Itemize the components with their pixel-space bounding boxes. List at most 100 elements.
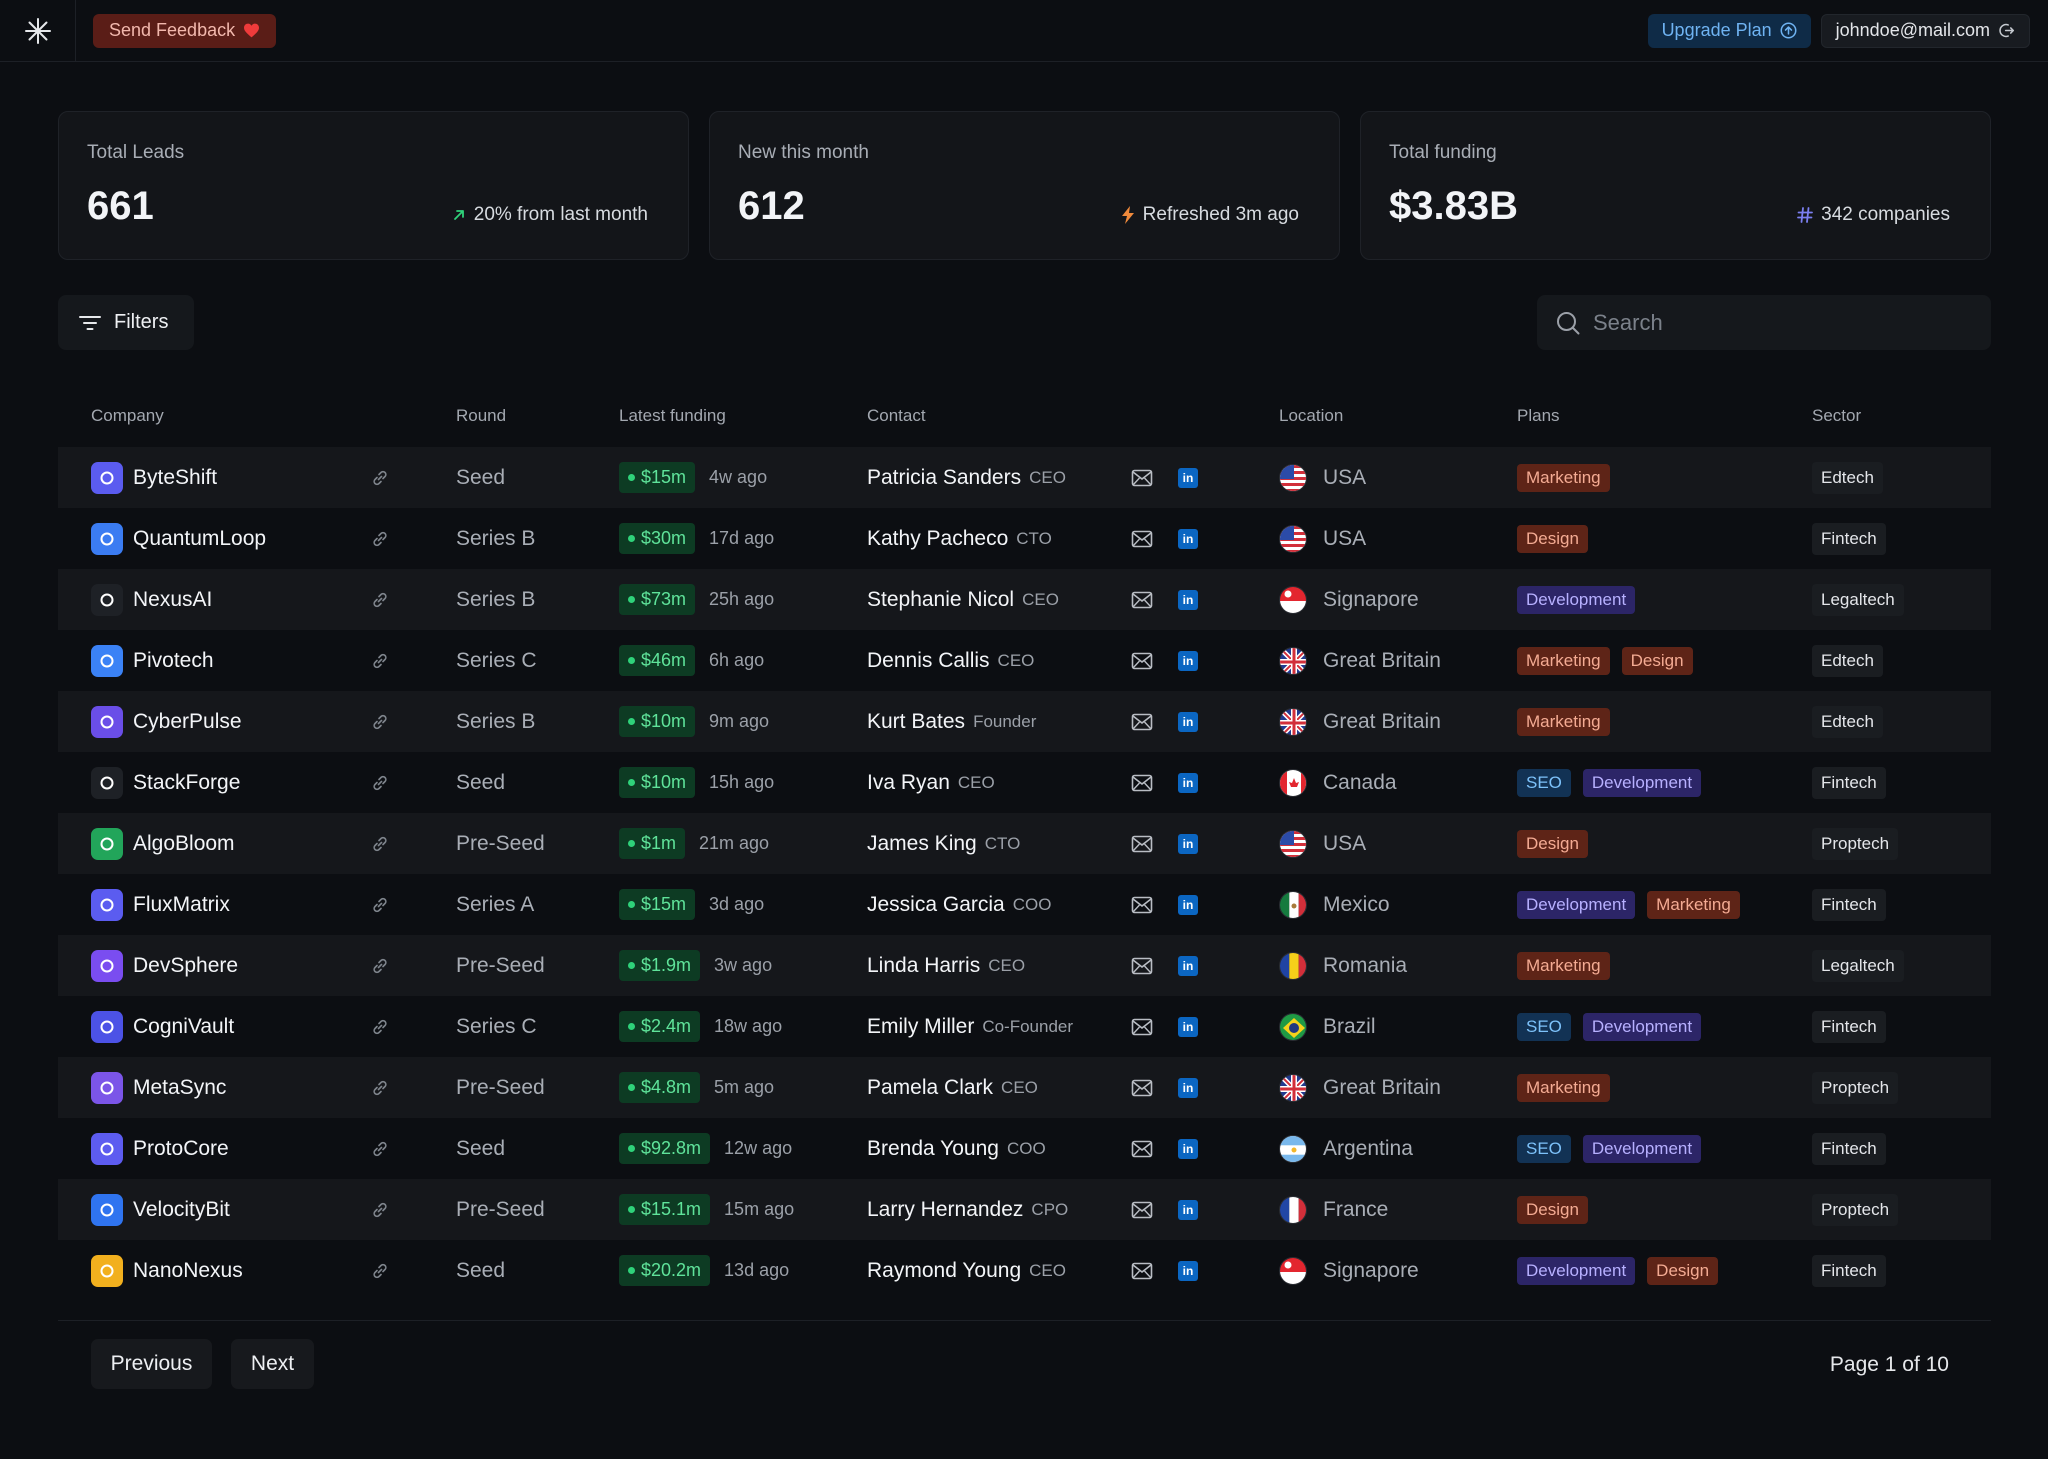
company-link-icon[interactable]	[370, 874, 390, 935]
email-icon[interactable]	[1131, 1240, 1153, 1301]
linkedin-icon[interactable]: in	[1178, 935, 1198, 996]
company-link-icon[interactable]	[370, 935, 390, 996]
linkedin-icon[interactable]: in	[1178, 447, 1198, 508]
company-link-icon[interactable]	[370, 569, 390, 630]
search-box[interactable]	[1537, 295, 1991, 350]
column-header-location[interactable]: Location	[1279, 406, 1344, 425]
company-link-icon[interactable]	[370, 1118, 390, 1179]
company-name[interactable]: AlgoBloom	[133, 831, 235, 855]
funding-amount-badge: $1.9m	[619, 950, 701, 981]
company-name[interactable]: Pivotech	[133, 648, 214, 672]
company-name[interactable]: CogniVault	[133, 1014, 235, 1038]
linkedin-icon[interactable]: in	[1178, 630, 1198, 691]
app-logo[interactable]	[0, 0, 76, 62]
company-link-icon[interactable]	[370, 1057, 390, 1118]
column-header-round[interactable]: Round	[456, 406, 507, 425]
linkedin-icon[interactable]: in	[1178, 1240, 1198, 1301]
company-name[interactable]: FluxMatrix	[133, 892, 230, 916]
table-row[interactable]: Pivotech Series C $46m 6h ago Dennis Callis C…	[58, 630, 1991, 691]
linkedin-icon[interactable]: in	[1178, 996, 1198, 1057]
location-cell: Romania	[1279, 935, 1407, 996]
account-button[interactable]: johndoe@mail.com	[1820, 13, 2030, 48]
stat-label: Total funding	[1389, 142, 1497, 163]
usa-flag-icon	[1279, 829, 1307, 858]
previous-page-button[interactable]: Previous	[91, 1339, 212, 1389]
table-row[interactable]: DevSphere Pre-Seed $1.9m 3w ago Linda Harris…	[58, 935, 1991, 996]
company-link-icon[interactable]	[370, 447, 390, 508]
table-row[interactable]: MetaSync Pre-Seed $4.8m 5m ago Pamela Clark C…	[58, 1057, 1991, 1118]
sector-tag: Proptech	[1812, 1071, 1899, 1104]
send-feedback-button[interactable]: Send Feedback	[93, 13, 277, 48]
linkedin-icon[interactable]: in	[1178, 752, 1198, 813]
plan-tag: Marketing	[1517, 1073, 1610, 1102]
column-header-sector[interactable]: Sector	[1812, 406, 1862, 425]
linkedin-icon[interactable]: in	[1178, 508, 1198, 569]
linkedin-icon[interactable]: in	[1178, 569, 1198, 630]
company-link-icon[interactable]	[370, 1179, 390, 1240]
linkedin-icon[interactable]: in	[1178, 1179, 1198, 1240]
email-icon[interactable]	[1131, 1179, 1153, 1240]
email-icon[interactable]	[1131, 1057, 1153, 1118]
column-header-company[interactable]: Company	[91, 406, 164, 425]
company-name[interactable]: ProtoCore	[133, 1136, 229, 1160]
funding-amount-badge: $92.8m	[619, 1133, 711, 1164]
linkedin-icon[interactable]: in	[1178, 813, 1198, 874]
table-row[interactable]: FluxMatrix Series A $15m 3d ago Jessica Garc…	[58, 874, 1991, 935]
table-row[interactable]: NanoNexus Seed $20.2m 13d ago Raymond Young C…	[58, 1240, 1991, 1301]
company-name[interactable]: NanoNexus	[133, 1258, 243, 1282]
contact-cell: Brenda Young COO	[867, 1118, 1046, 1179]
email-icon[interactable]	[1131, 813, 1153, 874]
company-link-icon[interactable]	[370, 1240, 390, 1301]
table-row[interactable]: CogniVault Series C $2.4m 18w ago Emily Mill…	[58, 996, 1991, 1057]
email-icon[interactable]	[1131, 569, 1153, 630]
company-name[interactable]: ByteShift	[133, 465, 218, 489]
table-row[interactable]: NexusAI Series B $73m 25h ago Stephanie Nico…	[58, 569, 1991, 630]
company-name[interactable]: CyberPulse	[133, 709, 242, 733]
email-icon[interactable]	[1131, 508, 1153, 569]
company-link-icon[interactable]	[370, 508, 390, 569]
funding-dot-icon	[628, 718, 635, 725]
round-text: Pre-Seed	[456, 1197, 545, 1221]
email-icon[interactable]	[1131, 691, 1153, 752]
table-row[interactable]: CyberPulse Series B $10m 9m ago Kurt Bates Fo…	[58, 691, 1991, 752]
company-name[interactable]: StackForge	[133, 770, 241, 794]
round-text: Series B	[456, 526, 536, 550]
email-icon[interactable]	[1131, 1118, 1153, 1179]
table-row[interactable]: ByteShift Seed $15m 4w ago Patricia Sanders C…	[58, 447, 1991, 508]
filters-button[interactable]: Filters	[58, 295, 194, 350]
table-row[interactable]: QuantumLoop Series B $30m 17d ago Kathy Pach…	[58, 508, 1991, 569]
table-row[interactable]: ProtoCore Seed $92.8m 12w ago Brenda Young CO…	[58, 1118, 1991, 1179]
company-link-icon[interactable]	[370, 996, 390, 1057]
company-link-icon[interactable]	[370, 630, 390, 691]
company-name[interactable]: QuantumLoop	[133, 526, 267, 550]
table-row[interactable]: StackForge Seed $10m 15h ago Iva Ryan CEO in Ca…	[58, 752, 1991, 813]
linkedin-icon[interactable]: in	[1178, 691, 1198, 752]
stat-meta-text: 20% from last month	[473, 204, 648, 225]
stat-meta-text: Refreshed 3m ago	[1142, 204, 1299, 225]
email-icon[interactable]	[1131, 874, 1153, 935]
company-name[interactable]: MetaSync	[133, 1075, 227, 1099]
table-row[interactable]: AlgoBloom Pre-Seed $1m 21m ago James King CTO…	[58, 813, 1991, 874]
linkedin-icon[interactable]: in	[1178, 1118, 1198, 1179]
contact-cell: Pamela Clark CEO	[867, 1057, 1038, 1118]
column-header-plans[interactable]: Plans	[1517, 406, 1560, 425]
company-name[interactable]: DevSphere	[133, 953, 239, 977]
column-header-contact[interactable]: Contact	[867, 406, 926, 425]
search-input[interactable]	[1593, 309, 1973, 336]
column-header-latest-funding[interactable]: Latest funding	[619, 406, 726, 425]
next-page-button[interactable]: Next	[231, 1339, 314, 1389]
table-row[interactable]: VelocityBit Pre-Seed $15.1m 15m ago Larry He…	[58, 1179, 1991, 1240]
company-name[interactable]: NexusAI	[133, 587, 213, 611]
email-icon[interactable]	[1131, 935, 1153, 996]
email-icon[interactable]	[1131, 447, 1153, 508]
email-icon[interactable]	[1131, 630, 1153, 691]
linkedin-icon[interactable]: in	[1178, 1057, 1198, 1118]
email-icon[interactable]	[1131, 996, 1153, 1057]
company-link-icon[interactable]	[370, 752, 390, 813]
company-name[interactable]: VelocityBit	[133, 1197, 230, 1221]
email-icon[interactable]	[1131, 752, 1153, 813]
upgrade-plan-button[interactable]: Upgrade Plan	[1647, 13, 1811, 48]
linkedin-icon[interactable]: in	[1178, 874, 1198, 935]
company-link-icon[interactable]	[370, 691, 390, 752]
company-link-icon[interactable]	[370, 813, 390, 874]
